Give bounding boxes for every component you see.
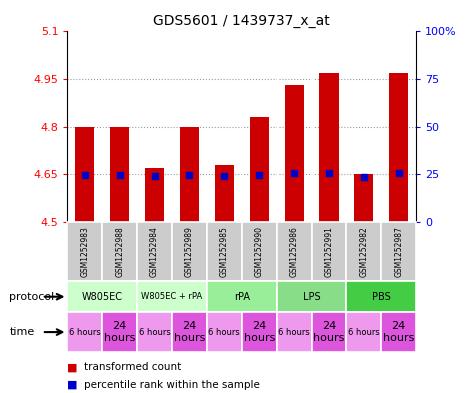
Text: 6 hours: 6 hours — [348, 328, 380, 336]
Text: GSM1252988: GSM1252988 — [115, 226, 124, 277]
Bar — [172, 222, 207, 281]
Bar — [180, 127, 199, 222]
Text: GSM1252982: GSM1252982 — [359, 226, 368, 277]
Bar — [67, 222, 102, 281]
Text: rPA: rPA — [234, 292, 250, 302]
Text: PBS: PBS — [372, 292, 391, 302]
Text: GSM1252987: GSM1252987 — [394, 226, 403, 277]
Bar — [277, 222, 312, 281]
Text: ■: ■ — [67, 362, 78, 373]
Bar — [242, 312, 277, 352]
Bar — [277, 312, 312, 352]
Text: 24
hours: 24 hours — [244, 321, 275, 343]
Bar — [137, 222, 172, 281]
Text: GSM1252991: GSM1252991 — [325, 226, 333, 277]
Bar — [75, 127, 94, 222]
Text: LPS: LPS — [303, 292, 320, 302]
Text: transformed count: transformed count — [84, 362, 181, 373]
Text: W805EC + rPA: W805EC + rPA — [141, 292, 203, 301]
Bar — [110, 127, 129, 222]
Text: 6 hours: 6 hours — [69, 328, 101, 336]
Text: 24
hours: 24 hours — [313, 321, 345, 343]
Text: 24
hours: 24 hours — [383, 321, 414, 343]
Text: 6 hours: 6 hours — [278, 328, 310, 336]
Bar — [137, 312, 172, 352]
Bar — [242, 222, 277, 281]
Text: 24
hours: 24 hours — [104, 321, 135, 343]
Bar — [346, 312, 381, 352]
Bar — [137, 281, 207, 312]
Text: time: time — [9, 327, 34, 337]
Bar — [207, 312, 242, 352]
Text: 6 hours: 6 hours — [208, 328, 240, 336]
Bar — [381, 222, 416, 281]
Text: W805EC: W805EC — [82, 292, 123, 302]
Text: 6 hours: 6 hours — [139, 328, 171, 336]
Bar — [319, 73, 339, 222]
Text: GSM1252985: GSM1252985 — [220, 226, 229, 277]
Bar — [389, 73, 408, 222]
Bar — [346, 222, 381, 281]
Bar — [312, 222, 346, 281]
Text: GSM1252983: GSM1252983 — [80, 226, 89, 277]
Text: GSM1252990: GSM1252990 — [255, 226, 264, 277]
Bar — [250, 117, 269, 222]
Text: GSM1252986: GSM1252986 — [290, 226, 299, 277]
Text: protocol: protocol — [9, 292, 54, 302]
Bar — [102, 312, 137, 352]
Text: 24
hours: 24 hours — [174, 321, 205, 343]
Bar — [354, 174, 373, 222]
Bar — [277, 281, 346, 312]
Bar — [381, 312, 416, 352]
Bar — [67, 312, 102, 352]
Bar — [215, 165, 234, 222]
Text: GSM1252984: GSM1252984 — [150, 226, 159, 277]
Bar — [67, 281, 137, 312]
Text: ■: ■ — [67, 380, 78, 390]
Bar — [207, 222, 242, 281]
Bar — [172, 312, 207, 352]
Title: GDS5601 / 1439737_x_at: GDS5601 / 1439737_x_at — [153, 14, 330, 28]
Bar — [207, 281, 277, 312]
Bar — [312, 312, 346, 352]
Bar — [102, 222, 137, 281]
Bar — [346, 281, 416, 312]
Bar — [285, 85, 304, 222]
Text: GSM1252989: GSM1252989 — [185, 226, 194, 277]
Text: percentile rank within the sample: percentile rank within the sample — [84, 380, 259, 390]
Bar — [145, 168, 164, 222]
